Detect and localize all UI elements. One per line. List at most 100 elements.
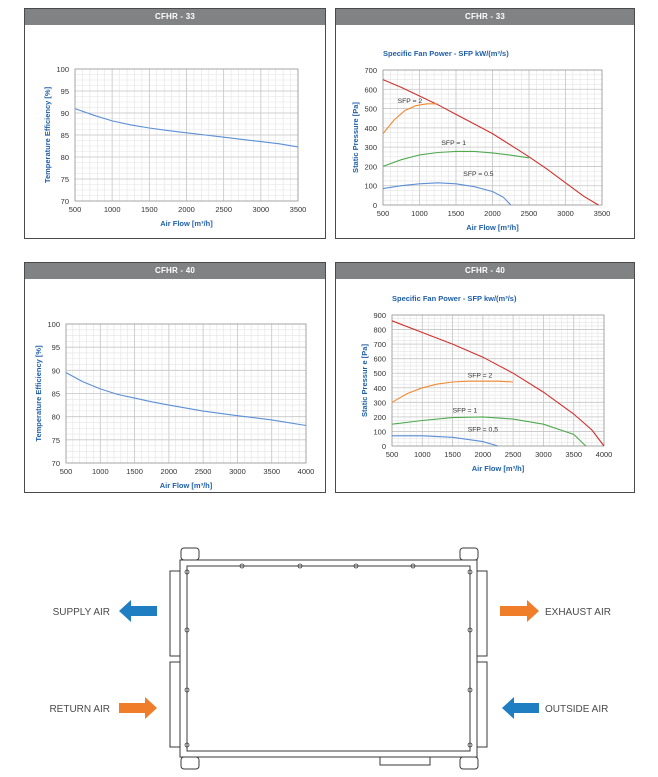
chart-cfhr33-efficiency: 500 1000 1500 2000 2500 3000 3500 70 75 80 85 90 95 1… <box>43 65 307 228</box>
y-tick-label: 200 <box>373 413 386 422</box>
outside-air-label: OUTSIDE AIR <box>545 704 608 715</box>
series-line-0 <box>391 320 605 447</box>
return-air-label: RETURN AIR <box>49 704 110 715</box>
y-tick-label: 600 <box>373 355 386 364</box>
return-air-arrow <box>119 697 157 719</box>
series-line-0 <box>65 372 307 427</box>
series-line-1 <box>391 380 514 403</box>
y-axis-label: Static Pressur e [Pa] <box>360 344 369 417</box>
exhaust-air-arrow <box>500 600 539 622</box>
supply-air-label: SUPPLY AIR <box>53 607 110 618</box>
plot-frame <box>382 69 603 206</box>
x-tick-label: 2000 <box>178 205 195 214</box>
y-tick-label: 90 <box>61 109 69 118</box>
chart-panel-cfhr40-pressure: CFHR - 40 500 1000 1500 2000 2500 3000 3500 400… <box>335 262 635 493</box>
chart-cfhr40-pressure: 500 1000 1500 2000 2500 3000 3500 4000 0 100 200 30… <box>360 294 613 473</box>
x-tick-label: 1000 <box>411 209 428 218</box>
y-tick-label: 400 <box>373 384 386 393</box>
y-tick-label: 100 <box>56 65 69 74</box>
y-tick-label: 700 <box>364 66 377 75</box>
x-tick-label: 4000 <box>298 467 315 476</box>
y-tick-label: 75 <box>52 436 60 445</box>
chart-cfhr33-pressure: 500 1000 1500 2000 2500 3000 3500 0 100 200 300 400… <box>351 49 611 232</box>
chart-title: CFHR - 33 <box>25 9 325 25</box>
chart-subtitle: Specific Fan Power - SFP kW/(m³/s) <box>383 49 509 58</box>
x-tick-label: 500 <box>60 467 73 476</box>
x-tick-label: 500 <box>69 205 82 214</box>
plot-frame <box>74 68 299 202</box>
y-tick-label: 0 <box>382 442 386 451</box>
x-tick-label: 1500 <box>141 205 158 214</box>
series-line-3 <box>382 182 512 206</box>
y-tick-label: 500 <box>364 105 377 114</box>
x-axis-label: Air Flow [m³/h] <box>466 223 519 232</box>
y-tick-label: 95 <box>52 343 60 352</box>
y-tick-label: 100 <box>373 427 386 436</box>
sfp-annotation: SFP = 1 <box>453 408 478 415</box>
series-line-2 <box>382 150 530 167</box>
x-tick-label: 3500 <box>290 205 307 214</box>
y-tick-label: 800 <box>373 326 386 335</box>
x-tick-label: 500 <box>386 450 399 459</box>
sfp-annotation: SFP = 1 <box>441 140 466 147</box>
y-tick-label: 100 <box>364 182 377 191</box>
y-tick-label: 95 <box>61 87 69 96</box>
y-axis-label: Static Pressure [Pa] <box>351 102 360 173</box>
chart-subtitle: Specific Fan Power - SFP kw/(m³/s) <box>392 294 517 303</box>
x-tick-label: 3000 <box>535 450 552 459</box>
y-tick-label: 90 <box>52 366 60 375</box>
x-axis-label: Air Flow [m³/h] <box>472 464 525 473</box>
x-tick-label: 1500 <box>444 450 461 459</box>
chart-title: CFHR - 40 <box>336 263 634 279</box>
y-tick-label: 75 <box>61 175 69 184</box>
series-line-2 <box>391 416 587 447</box>
x-tick-label: 2500 <box>195 467 212 476</box>
x-tick-label: 3000 <box>252 205 269 214</box>
chart-panel-cfhr33-efficiency: CFHR - 33 500 1000 1500 2000 2500 3000 3500 70 7… <box>24 8 326 239</box>
y-tick-label: 80 <box>52 413 60 422</box>
x-tick-label: 1500 <box>126 467 143 476</box>
y-axis-label: Temperature Efficiency [%] <box>43 86 52 183</box>
x-tick-label: 1000 <box>104 205 121 214</box>
x-tick-label: 2500 <box>505 450 522 459</box>
chart-panel-cfhr40-efficiency: CFHR - 40 500 1000 1500 2000 2500 3000 3500 400… <box>24 262 326 493</box>
y-tick-label: 80 <box>61 153 69 162</box>
x-tick-label: 500 <box>377 209 390 218</box>
x-tick-label: 3500 <box>594 209 611 218</box>
outside-air-arrow <box>502 697 539 719</box>
y-tick-label: 85 <box>52 390 60 399</box>
x-tick-label: 3500 <box>263 467 280 476</box>
x-tick-label: 2000 <box>161 467 178 476</box>
x-axis-label: Air Flow [m³/h] <box>160 219 213 228</box>
y-tick-label: 900 <box>373 311 386 320</box>
sfp-annotation: SFP = 2 <box>468 373 493 380</box>
y-tick-label: 700 <box>373 340 386 349</box>
y-tick-label: 70 <box>61 197 69 206</box>
series-line-0 <box>74 108 299 148</box>
chart-panel-cfhr33-pressure: CFHR - 33 500 1000 1500 2000 2500 3000 3500 0 10… <box>335 8 635 239</box>
unit-airflow-diagram: SUPPLY AIR EXHAUST AIR RETURN AIR OUTSID… <box>49 547 611 770</box>
x-tick-label: 3500 <box>565 450 582 459</box>
sfp-annotation: SFP = 2 <box>398 98 423 105</box>
y-tick-label: 200 <box>364 162 377 171</box>
y-tick-label: 500 <box>373 369 386 378</box>
chart-cfhr40-efficiency: 500 1000 1500 2000 2500 3000 3500 4000 70 75 80 85 9… <box>34 320 315 490</box>
x-tick-label: 1000 <box>414 450 431 459</box>
x-tick-label: 1500 <box>448 209 465 218</box>
series-line-0 <box>382 79 599 206</box>
x-axis-label: Air Flow [m³/h] <box>160 481 213 490</box>
x-tick-label: 3000 <box>229 467 246 476</box>
y-tick-label: 100 <box>47 320 60 329</box>
series-line-1 <box>382 103 438 134</box>
y-tick-label: 600 <box>364 85 377 94</box>
y-tick-label: 70 <box>52 459 60 468</box>
y-tick-label: 300 <box>364 143 377 152</box>
x-tick-label: 2500 <box>215 205 232 214</box>
unit-housing <box>169 547 488 770</box>
x-tick-label: 4000 <box>596 450 613 459</box>
x-tick-label: 2500 <box>521 209 538 218</box>
y-tick-label: 85 <box>61 131 69 140</box>
y-tick-label: 400 <box>364 124 377 133</box>
housing-bolts <box>184 563 473 748</box>
supply-air-arrow <box>119 600 157 622</box>
